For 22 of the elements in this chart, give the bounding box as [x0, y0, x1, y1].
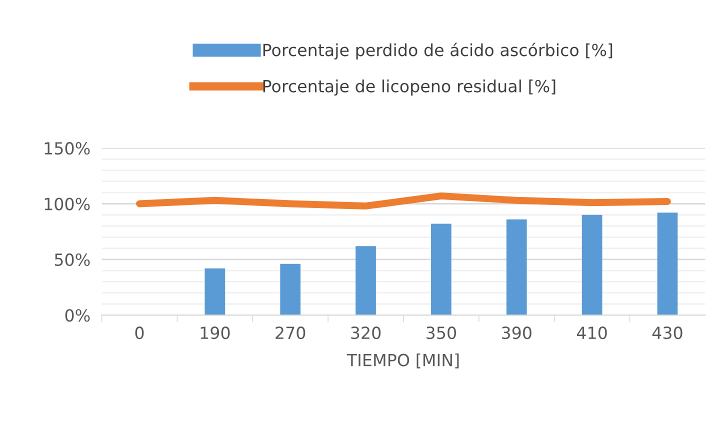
x-tick-label: 390 [502, 326, 532, 340]
y-tick-label: 0% [65, 309, 90, 322]
legend-label: Porcentaje de licopeno residual [%] [263, 80, 556, 96]
x-tick-label: 350 [426, 326, 456, 340]
y-tick-label: 100% [44, 198, 90, 210]
x-tick-label: 430 [652, 326, 682, 340]
bar [657, 212, 678, 316]
x-tick-label: 410 [576, 326, 607, 340]
bar [280, 264, 301, 316]
y-tick-label: 150% [44, 142, 90, 155]
x-tick-label: 190 [200, 326, 230, 340]
bar [582, 214, 602, 316]
bar [431, 224, 452, 316]
y-tick-label: 50% [54, 253, 90, 266]
bar [204, 268, 226, 316]
x-tick-label: 270 [276, 326, 306, 340]
x-tick-label: 0 [135, 326, 144, 340]
x-axis-title: TIEMPO [MIN] [346, 353, 459, 368]
bar [506, 219, 527, 316]
legend-label: Porcentaje perdido de ácido ascórbico [%] [263, 42, 612, 60]
bar [356, 246, 376, 316]
x-tick-label: 320 [351, 326, 381, 340]
